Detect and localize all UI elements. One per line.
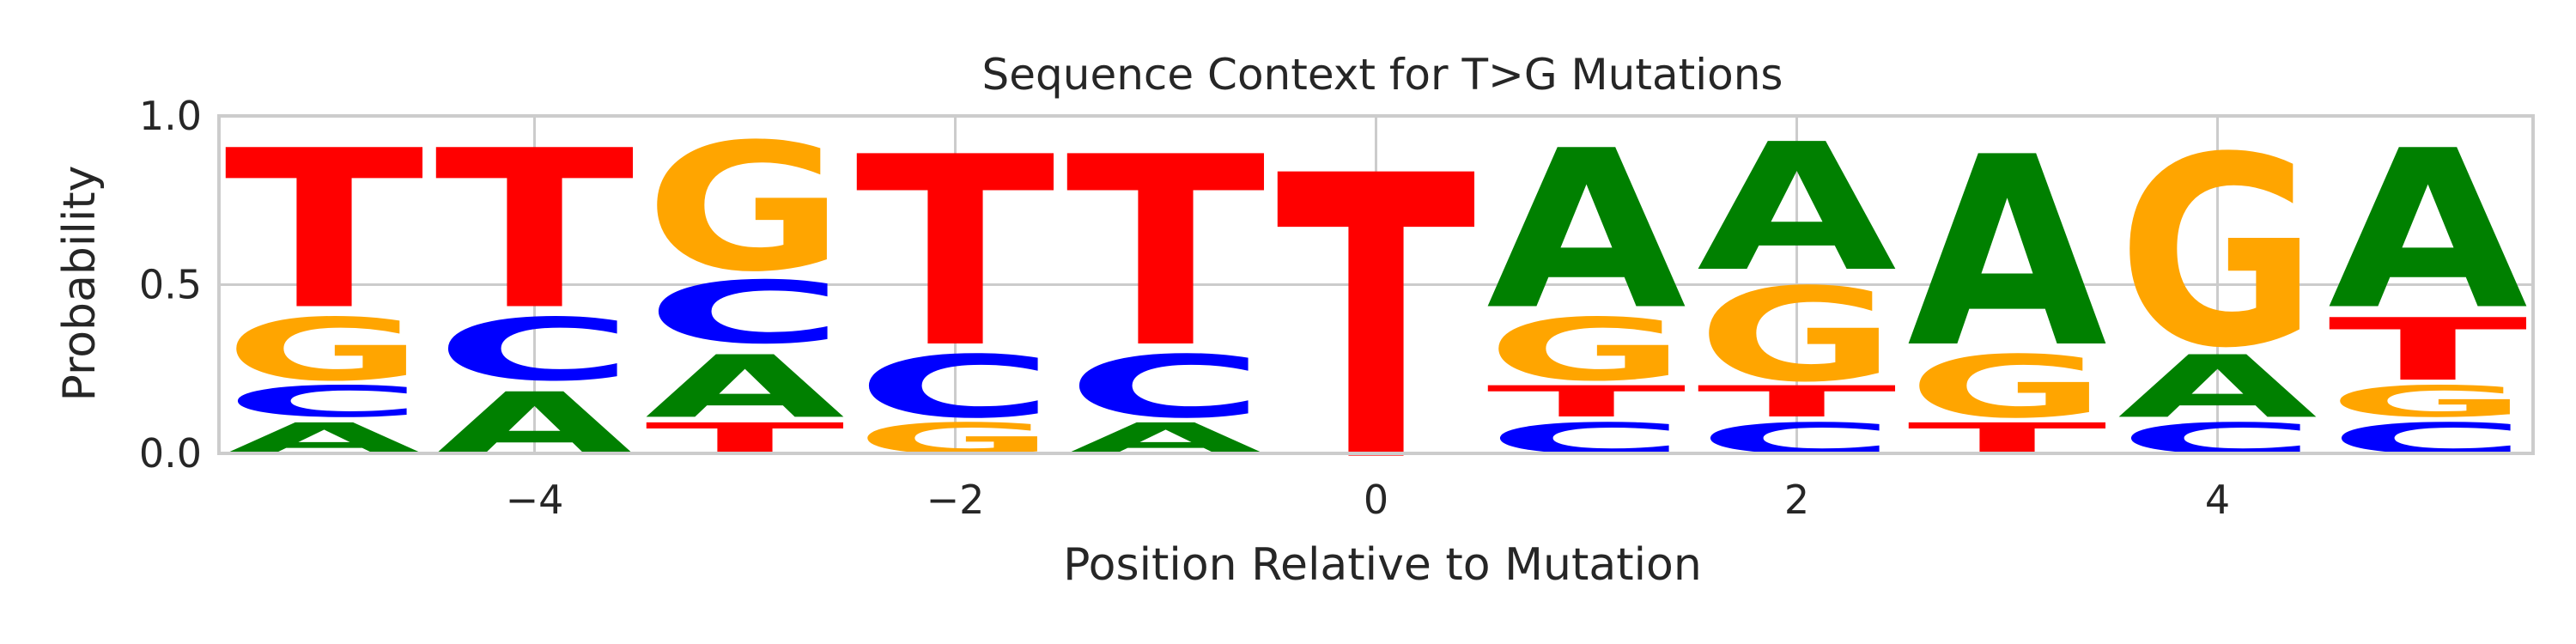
logo-letter-g: G: [645, 107, 845, 311]
logo-letter-t: T: [434, 104, 636, 358]
logo-letter-t: T: [1907, 414, 2107, 464]
logo-letter-g: G: [1697, 261, 1897, 410]
y-tick-label: 1.0: [139, 93, 202, 139]
logo-letter-c: C: [2117, 414, 2318, 464]
logo-letter-g: G: [224, 301, 424, 400]
logo-letter-a: A: [2117, 337, 2318, 437]
y-tick-label: 0.0: [139, 430, 202, 477]
logo-letter-g: G: [855, 414, 1055, 464]
logo-letter-c: C: [2328, 414, 2528, 464]
x-tick-label: −2: [927, 477, 985, 523]
plot-frame: [217, 114, 2535, 455]
logo-letter-c: C: [855, 337, 1055, 437]
x-tick-label: 4: [2205, 477, 2230, 523]
logo-letter-t: T: [224, 104, 426, 358]
chart-title: Sequence Context for T>G Mutations: [982, 50, 1783, 100]
logo-letter-g: G: [2117, 102, 2318, 406]
logo-letter-a: A: [1697, 106, 1899, 310]
logo-letter-a: A: [2328, 104, 2530, 358]
logo-letter-t: T: [1486, 377, 1686, 427]
logo-letter-t: T: [645, 414, 845, 464]
logo-letter-c: C: [434, 301, 635, 400]
logo-letter-t: T: [1066, 102, 1267, 406]
logo-letter-t: T: [2328, 301, 2528, 400]
logo-letter-c: C: [645, 264, 845, 363]
logo-letter-t: T: [855, 102, 1057, 406]
logo-letter-c: C: [224, 377, 424, 427]
logo-letter-a: A: [434, 374, 635, 474]
x-tick-label: −4: [506, 477, 564, 523]
logo-letter-g: G: [1907, 337, 2107, 437]
logo-letter-c: C: [1486, 414, 1686, 464]
logo-letter-c: C: [1066, 337, 1266, 437]
logo-letter-a: A: [1066, 414, 1266, 464]
x-tick-label: 0: [1364, 477, 1388, 523]
logo-letter-a: A: [645, 337, 845, 437]
logo-letter-g: G: [2328, 377, 2528, 427]
y-axis-label: Probability: [54, 166, 106, 402]
logo-letter-t: T: [1697, 377, 1897, 427]
logo-letter-c: C: [1697, 414, 1897, 464]
x-axis-label: Position Relative to Mutation: [1063, 539, 1702, 591]
logo-letter-t: T: [1276, 94, 1478, 548]
logo-letter-a: A: [1907, 101, 2109, 405]
logo-letter-a: A: [1486, 104, 1688, 358]
logo-letter-g: G: [1486, 301, 1686, 400]
x-tick-label: 2: [1784, 477, 1809, 523]
tick-labels: −4 −2 0 2 4 0.0 0.5 1.0: [139, 93, 2230, 523]
logo-letter-a: A: [224, 414, 424, 464]
y-tick-label: 0.5: [139, 262, 202, 308]
